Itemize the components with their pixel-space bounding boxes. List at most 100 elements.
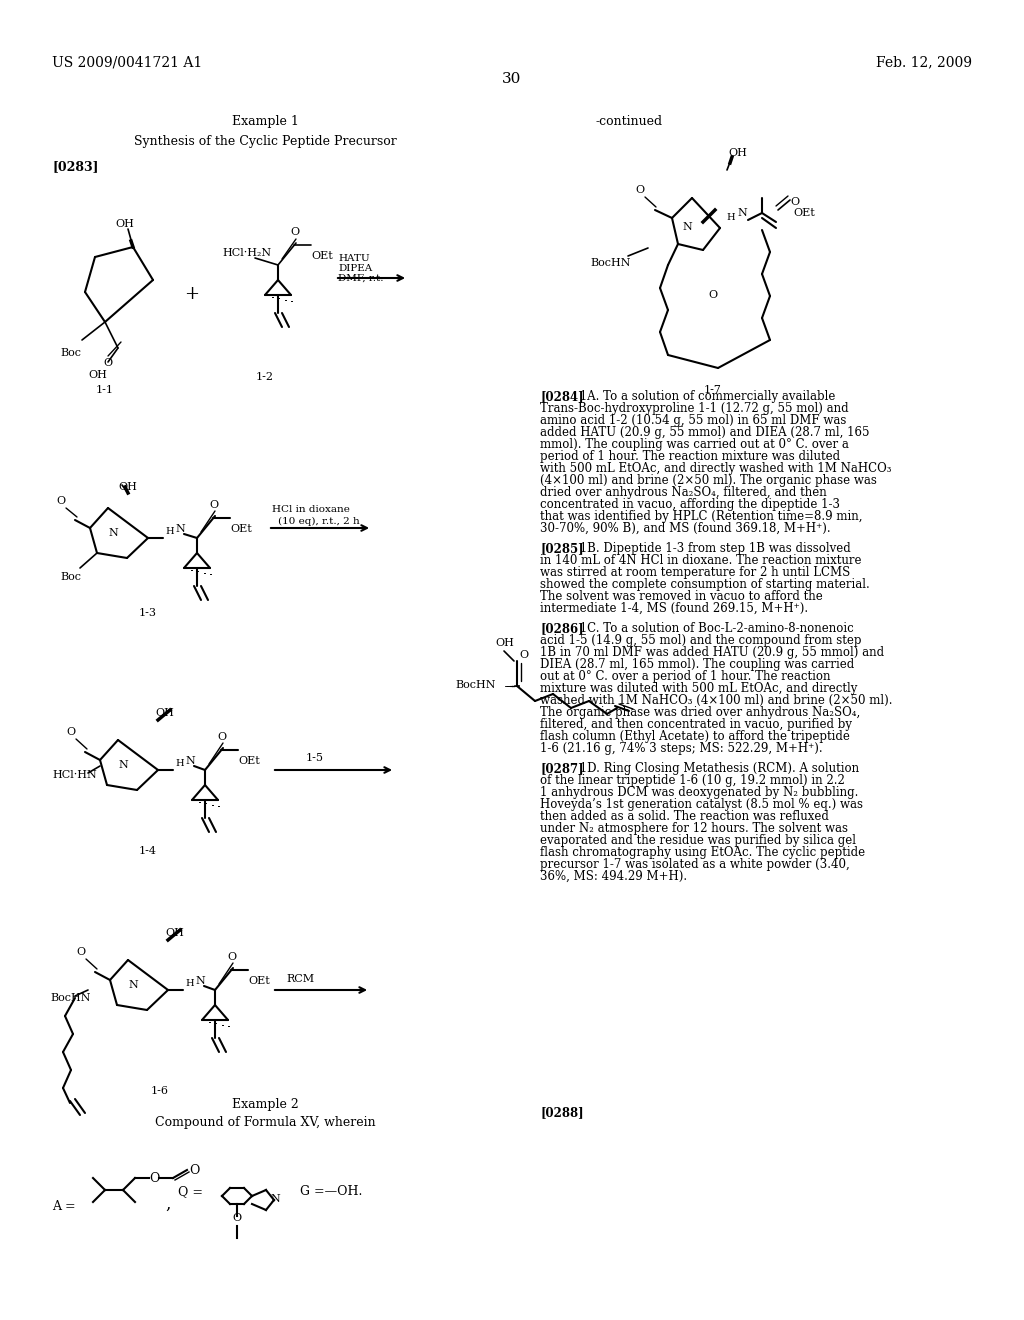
Text: Example 2: Example 2	[231, 1098, 298, 1111]
Text: OEt: OEt	[793, 209, 815, 218]
Text: added HATU (20.9 g, 55 mmol) and DIEA (28.7 ml, 165: added HATU (20.9 g, 55 mmol) and DIEA (2…	[540, 426, 869, 440]
Text: concentrated in vacuo, affording the dipeptide 1-3: concentrated in vacuo, affording the dip…	[540, 498, 840, 511]
Text: OH: OH	[495, 638, 514, 648]
Text: 1-5: 1-5	[306, 752, 324, 763]
Text: N: N	[175, 524, 184, 535]
Text: OH: OH	[155, 708, 174, 718]
Text: BocHN: BocHN	[455, 680, 496, 690]
Text: N: N	[682, 222, 692, 232]
Text: acid 1-5 (14.9 g, 55 mol) and the compound from step: acid 1-5 (14.9 g, 55 mol) and the compou…	[540, 634, 861, 647]
Text: N: N	[195, 975, 205, 986]
Text: OH: OH	[88, 370, 108, 380]
Text: 1-7: 1-7	[705, 385, 722, 395]
Text: O: O	[708, 290, 717, 300]
Text: N: N	[737, 209, 746, 218]
Text: 1 anhydrous DCM was deoxygenated by N₂ bubbling.: 1 anhydrous DCM was deoxygenated by N₂ b…	[540, 785, 858, 799]
Text: OH: OH	[118, 482, 137, 492]
Text: Example 1: Example 1	[231, 115, 298, 128]
Text: H: H	[175, 759, 183, 768]
Text: flash column (Ethyl Acetate) to afford the tripeptide: flash column (Ethyl Acetate) to afford t…	[540, 730, 850, 743]
Text: +: +	[184, 285, 200, 304]
Text: Trans-Boc-hydroxyproline 1-1 (12.72 g, 55 mol) and: Trans-Boc-hydroxyproline 1-1 (12.72 g, 5…	[540, 403, 849, 414]
Text: washed with 1M NaHCO₃ (4×100 ml) and brine (2×50 ml).: washed with 1M NaHCO₃ (4×100 ml) and bri…	[540, 694, 893, 708]
Text: O: O	[209, 500, 218, 510]
Text: with 500 mL EtOAc, and directly washed with 1M NaHCO₃: with 500 mL EtOAc, and directly washed w…	[540, 462, 892, 475]
Text: O: O	[232, 1213, 241, 1224]
Text: OH: OH	[165, 928, 184, 939]
Text: 1-1: 1-1	[96, 385, 114, 395]
Text: Q =: Q =	[178, 1185, 203, 1199]
Text: showed the complete consumption of starting material.: showed the complete consumption of start…	[540, 578, 869, 591]
Text: 1-6 (21.16 g, 74% 3 steps; MS: 522.29, M+H⁺).: 1-6 (21.16 g, 74% 3 steps; MS: 522.29, M…	[540, 742, 822, 755]
Text: N: N	[270, 1195, 280, 1204]
Text: O: O	[76, 946, 85, 957]
Text: BocHN: BocHN	[50, 993, 90, 1003]
Text: 30: 30	[503, 73, 521, 86]
Text: precursor 1-7 was isolated as a white powder (3.40,: precursor 1-7 was isolated as a white po…	[540, 858, 850, 871]
Text: HATU: HATU	[338, 253, 370, 263]
Text: 1-3: 1-3	[139, 609, 157, 618]
Text: [0284]: [0284]	[540, 389, 584, 403]
Text: H: H	[726, 213, 734, 222]
Text: was stirred at room temperature for 2 h until LCMS: was stirred at room temperature for 2 h …	[540, 566, 850, 579]
Text: evaporated and the residue was purified by silica gel: evaporated and the residue was purified …	[540, 834, 856, 847]
Text: DIEA (28.7 ml, 165 mmol). The coupling was carried: DIEA (28.7 ml, 165 mmol). The coupling w…	[540, 657, 854, 671]
Text: 30-70%, 90% B), and MS (found 369.18, M+H⁺).: 30-70%, 90% B), and MS (found 369.18, M+…	[540, 521, 830, 535]
Text: amino acid 1-2 (10.54 g, 55 mol) in 65 ml DMF was: amino acid 1-2 (10.54 g, 55 mol) in 65 m…	[540, 414, 847, 426]
Text: OEt: OEt	[230, 524, 252, 535]
Text: [0285]: [0285]	[540, 543, 584, 554]
Text: [0288]: [0288]	[540, 1106, 584, 1119]
Text: 1D. Ring Closing Metathesis (RCM). A solution: 1D. Ring Closing Metathesis (RCM). A sol…	[575, 762, 859, 775]
Text: -continued: -continued	[595, 115, 663, 128]
Text: N: N	[185, 756, 195, 766]
Text: H: H	[165, 527, 174, 536]
Text: O: O	[227, 952, 237, 962]
Text: DMF, r.t.: DMF, r.t.	[338, 275, 384, 282]
Text: O: O	[217, 733, 226, 742]
Text: out at 0° C. over a period of 1 hour. The reaction: out at 0° C. over a period of 1 hour. Th…	[540, 671, 830, 682]
Text: period of 1 hour. The reaction mixture was diluted: period of 1 hour. The reaction mixture w…	[540, 450, 840, 463]
Text: N: N	[108, 528, 118, 539]
Text: Hoveyda’s 1st generation catalyst (8.5 mol % eq.) was: Hoveyda’s 1st generation catalyst (8.5 m…	[540, 799, 863, 810]
Text: [0283]: [0283]	[52, 160, 98, 173]
Text: O: O	[519, 649, 528, 660]
Text: dried over anhydrous Na₂SO₄, filtered, and then: dried over anhydrous Na₂SO₄, filtered, a…	[540, 486, 826, 499]
Text: mixture was diluted with 500 mL EtOAc, and directly: mixture was diluted with 500 mL EtOAc, a…	[540, 682, 857, 696]
Text: 36%, MS: 494.29 M+H).: 36%, MS: 494.29 M+H).	[540, 870, 687, 883]
Text: H: H	[185, 979, 194, 987]
Text: OEt: OEt	[248, 975, 269, 986]
Text: then added as a solid. The reaction was refluxed: then added as a solid. The reaction was …	[540, 810, 828, 822]
Text: Boc: Boc	[60, 572, 81, 582]
Text: Synthesis of the Cyclic Peptide Precursor: Synthesis of the Cyclic Peptide Precurso…	[133, 135, 396, 148]
Text: O: O	[66, 727, 75, 737]
Text: US 2009/0041721 A1: US 2009/0041721 A1	[52, 55, 203, 69]
Text: flash chromatography using EtOAc. The cyclic peptide: flash chromatography using EtOAc. The cy…	[540, 846, 865, 859]
Text: O: O	[290, 227, 299, 238]
Text: 1C. To a solution of Boc-L-2-amino-8-nonenoic: 1C. To a solution of Boc-L-2-amino-8-non…	[575, 622, 854, 635]
Text: intermediate 1-4, MS (found 269.15, M+H⁺).: intermediate 1-4, MS (found 269.15, M+H⁺…	[540, 602, 808, 615]
Text: N: N	[128, 979, 138, 990]
Text: OH: OH	[728, 148, 746, 158]
Text: in 140 mL of 4N HCl in dioxane. The reaction mixture: in 140 mL of 4N HCl in dioxane. The reac…	[540, 554, 861, 568]
Text: OEt: OEt	[238, 756, 260, 766]
Text: 1-6: 1-6	[151, 1086, 169, 1096]
Text: of the linear tripeptide 1-6 (10 g, 19.2 mmol) in 2.2: of the linear tripeptide 1-6 (10 g, 19.2…	[540, 774, 845, 787]
Text: Compound of Formula XV, wherein: Compound of Formula XV, wherein	[155, 1115, 376, 1129]
Text: 1A. To a solution of commercially available: 1A. To a solution of commercially availa…	[575, 389, 836, 403]
Text: (4×100 ml) and brine (2×50 ml). The organic phase was: (4×100 ml) and brine (2×50 ml). The orga…	[540, 474, 877, 487]
Text: Boc: Boc	[60, 348, 81, 358]
Text: DIPEA: DIPEA	[338, 264, 373, 273]
Text: RCM: RCM	[286, 974, 314, 983]
Text: mmol). The coupling was carried out at 0° C. over a: mmol). The coupling was carried out at 0…	[540, 438, 849, 451]
Text: O: O	[635, 185, 644, 195]
Text: The organic phase was dried over anhydrous Na₂SO₄,: The organic phase was dried over anhydro…	[540, 706, 860, 719]
Text: (10 eq), r.t., 2 h: (10 eq), r.t., 2 h	[278, 517, 359, 527]
Text: The solvent was removed in vacuo to afford the: The solvent was removed in vacuo to affo…	[540, 590, 822, 603]
Text: 1B in 70 ml DMF was added HATU (20.9 g, 55 mmol) and: 1B in 70 ml DMF was added HATU (20.9 g, …	[540, 645, 884, 659]
Text: OH: OH	[115, 219, 134, 228]
Text: O: O	[189, 1164, 200, 1177]
Text: OEt: OEt	[311, 251, 333, 261]
Text: O: O	[103, 358, 113, 368]
Text: HCl in dioxane: HCl in dioxane	[272, 506, 350, 513]
Text: N: N	[118, 760, 128, 770]
